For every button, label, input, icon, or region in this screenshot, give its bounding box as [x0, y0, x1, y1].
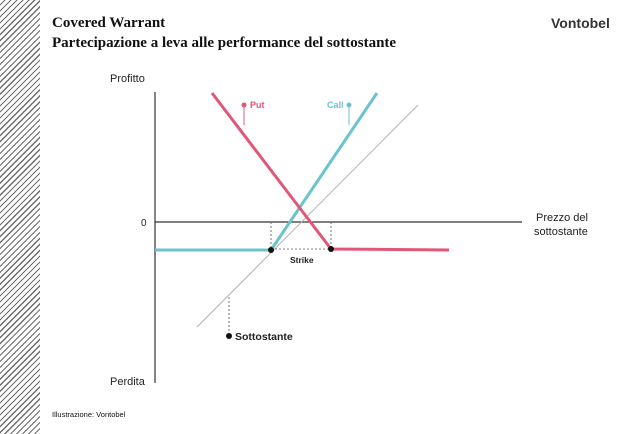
strike-point-put — [328, 246, 334, 252]
call-marker — [346, 102, 352, 108]
underlying-label: Sottostante — [235, 331, 293, 343]
page-subtitle: Partecipazione a leva alle performance d… — [52, 35, 397, 51]
x-axis-label-line2: sottostante — [534, 226, 588, 238]
put-label: Put — [250, 100, 265, 110]
put-payoff-line — [210, 92, 450, 252]
x-axis-label-line1: Prezzo del — [536, 212, 588, 224]
brand-logo: Vontobel — [551, 15, 610, 31]
call-payoff-line — [155, 92, 379, 252]
strike-label: Strike — [290, 255, 314, 265]
underlying-marker — [226, 333, 232, 339]
zero-label: 0 — [141, 218, 147, 229]
image-credit: Illustrazione: Vontobel — [52, 410, 126, 419]
y-axis-top-label: Profitto — [110, 73, 145, 85]
put-marker — [241, 102, 247, 108]
strike-point-call — [268, 247, 274, 253]
hatched-margin — [0, 0, 40, 434]
call-label: Call — [327, 100, 344, 110]
y-axis-bottom-label: Perdita — [110, 376, 146, 388]
page-title: Covered Warrant — [52, 15, 166, 31]
